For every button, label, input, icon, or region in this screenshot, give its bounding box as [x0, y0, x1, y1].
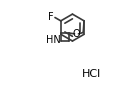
Text: HCl: HCl [82, 69, 101, 79]
Text: O: O [73, 29, 80, 39]
Text: F: F [48, 12, 54, 22]
Text: HN: HN [46, 35, 60, 45]
